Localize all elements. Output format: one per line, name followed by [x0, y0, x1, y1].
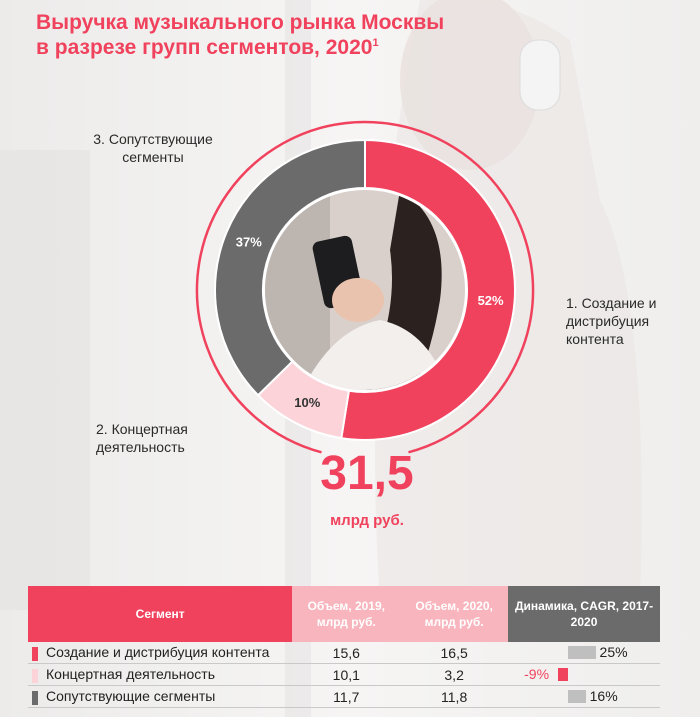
chart-title: Выручка музыкального рынка Москвы в разре… — [36, 11, 445, 59]
outer-ring — [195, 120, 535, 454]
cagr-bar — [568, 646, 596, 659]
cagr-bar — [558, 668, 569, 681]
slice-related-value-label: 37% — [236, 234, 262, 249]
cagr-label: -9% — [524, 666, 550, 682]
row-2019: 15,6 — [292, 642, 401, 664]
cagr-label: 16% — [589, 688, 618, 704]
row-2020: 3,2 — [400, 663, 509, 686]
slice-content-value-label: 52% — [478, 293, 504, 308]
total-unit: млрд руб. — [330, 512, 404, 529]
table-row: Концертная деятельность 10,1 3,2 -9% — [28, 663, 660, 686]
row-cagr: -9% — [508, 663, 660, 686]
row-color-marker — [32, 668, 38, 683]
row-name: Концертная деятельность — [46, 666, 215, 683]
table-row: Сопутствующие сегменты 11,7 11,8 16% — [28, 685, 660, 708]
table-row: Создание и дистрибуция контента 15,6 16,… — [28, 642, 660, 664]
header-cagr: Динамика, CAGR, 2017-2020 — [508, 586, 660, 642]
cagr-label: 25% — [599, 644, 628, 660]
row-2020: 11,8 — [400, 685, 509, 708]
row-2020: 16,5 — [400, 642, 509, 664]
label-segment-1: 1. Создание и дистрибуция контента — [566, 295, 657, 347]
segments-table: Сегмент Объем, 2019, млрд руб. Объем, 20… — [28, 586, 660, 708]
row-name: Создание и дистрибуция контента — [46, 644, 270, 661]
cagr-bar — [568, 690, 586, 703]
total-value: 31,5 — [320, 447, 414, 500]
row-color-marker — [32, 646, 38, 661]
header-volume-2019: Объем, 2019, млрд руб. — [292, 586, 401, 642]
slice-concert-value-label: 10% — [294, 395, 320, 410]
label-segment-3: 3. Сопутствующие сегменты — [93, 131, 213, 165]
title-footnote-mark: 1 — [372, 37, 379, 49]
row-name: Сопутствующие сегменты — [46, 688, 216, 705]
row-color-marker — [32, 690, 38, 705]
row-2019: 11,7 — [292, 685, 401, 708]
row-2019: 10,1 — [292, 663, 401, 686]
row-cagr: 25% — [508, 642, 660, 664]
label-segment-2: 2. Концертная деятельность — [96, 421, 188, 455]
header-volume-2020: Объем, 2020, млрд руб. — [400, 586, 509, 642]
header-segment: Сегмент — [28, 586, 293, 642]
row-cagr: 16% — [508, 685, 660, 708]
